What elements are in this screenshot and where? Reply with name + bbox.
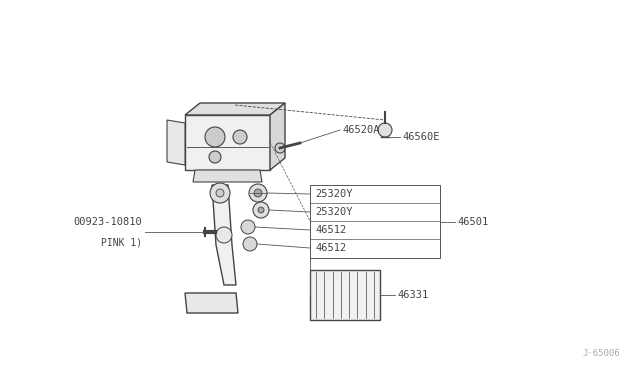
Circle shape (233, 130, 247, 144)
Polygon shape (193, 170, 262, 182)
Circle shape (249, 184, 267, 202)
Polygon shape (167, 120, 185, 165)
Polygon shape (185, 115, 270, 170)
Circle shape (254, 189, 262, 197)
Text: J·65006: J·65006 (582, 349, 620, 358)
Text: 46512: 46512 (315, 243, 346, 253)
Circle shape (275, 143, 285, 153)
Text: 00923-10810: 00923-10810 (73, 217, 142, 227)
Circle shape (210, 183, 230, 203)
Polygon shape (212, 185, 236, 285)
Bar (310, 185, 440, 258)
Text: 46512: 46512 (315, 225, 346, 235)
Circle shape (243, 237, 257, 251)
Text: 46560E: 46560E (402, 132, 440, 142)
Circle shape (258, 207, 264, 213)
Text: 46501: 46501 (457, 217, 488, 227)
Circle shape (209, 151, 221, 163)
Polygon shape (185, 103, 285, 115)
Circle shape (216, 189, 224, 197)
Text: 46331: 46331 (397, 290, 428, 300)
Text: 25320Y: 25320Y (315, 207, 353, 217)
Circle shape (216, 227, 232, 243)
Polygon shape (310, 270, 380, 320)
Polygon shape (270, 103, 285, 170)
Text: 25320Y: 25320Y (315, 189, 353, 199)
Polygon shape (185, 293, 238, 313)
Circle shape (378, 123, 392, 137)
Text: PINK 1): PINK 1) (101, 237, 142, 247)
Text: 46520A: 46520A (342, 125, 380, 135)
Circle shape (253, 202, 269, 218)
Circle shape (241, 220, 255, 234)
Circle shape (205, 127, 225, 147)
